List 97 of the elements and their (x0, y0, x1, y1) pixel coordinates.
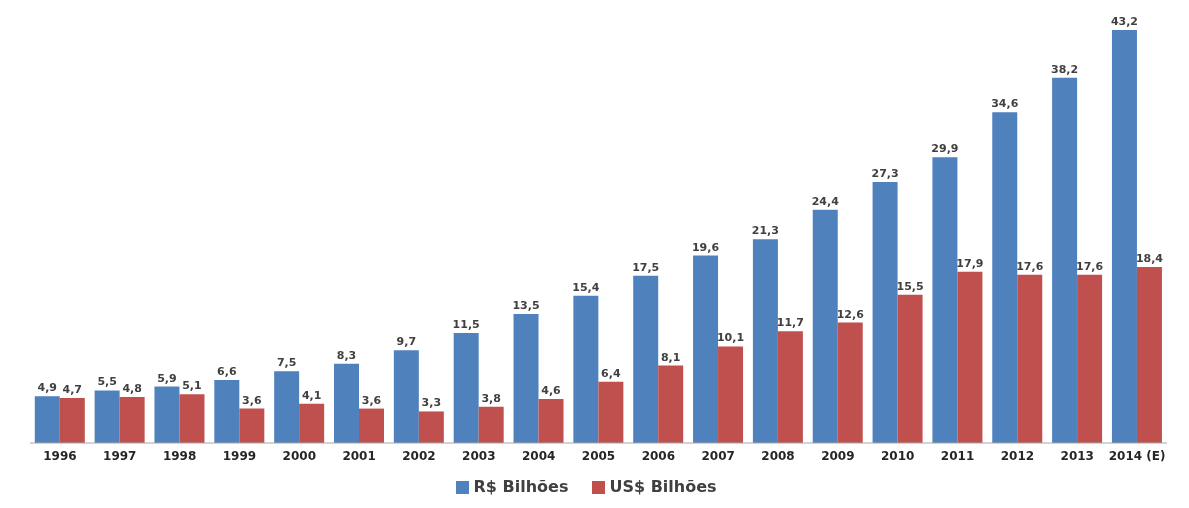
data-label: 10,1 (716, 331, 745, 345)
data-label: 4,1 (301, 388, 322, 402)
data-label: 15,5 (896, 279, 924, 293)
x-tick-label: 2008 (761, 448, 795, 463)
bar (478, 406, 504, 443)
data-label: 8,3 (336, 348, 357, 362)
bar (1017, 274, 1043, 443)
bar (94, 390, 120, 443)
bar (1052, 77, 1078, 443)
x-tick-label: 2004 (521, 448, 556, 463)
x-tick-label: 1996 (43, 448, 77, 463)
bar (693, 255, 719, 443)
bar (837, 322, 863, 443)
data-label: 6,6 (217, 364, 237, 378)
data-label: 19,6 (691, 240, 720, 254)
data-label: 5,5 (97, 375, 117, 389)
data-label: 29,9 (931, 142, 959, 156)
x-tick-label: 2002 (402, 448, 436, 463)
bar (393, 350, 419, 443)
x-tick-label: 2000 (282, 448, 316, 463)
data-label: 24,4 (811, 194, 840, 208)
data-label: 4,6 (541, 384, 562, 398)
x-tick-label: 2012 (1000, 448, 1035, 463)
data-label: 17,5 (632, 260, 660, 274)
x-tick-label: 2003 (462, 448, 496, 463)
data-label: 17,6 (1076, 259, 1104, 273)
bar (897, 294, 923, 443)
bar (359, 408, 384, 443)
data-label: 21,3 (751, 224, 779, 238)
x-tick-label: 1999 (222, 448, 257, 463)
bar (718, 346, 744, 443)
bar (957, 271, 983, 443)
bar (453, 333, 479, 443)
data-label: 3,3 (421, 396, 442, 410)
bar (119, 397, 145, 443)
bar (154, 386, 180, 443)
data-label: 5,9 (157, 371, 177, 385)
x-tick-label: 1997 (103, 448, 137, 463)
data-label: 17,6 (1016, 259, 1044, 273)
bar (59, 398, 85, 443)
legend-label: R$ Bilhões (473, 477, 569, 496)
bar (274, 371, 300, 443)
bar (34, 396, 60, 443)
bar (513, 313, 539, 443)
data-label: 13,5 (512, 298, 540, 312)
data-label: 4,7 (62, 383, 83, 397)
x-tick-label: 2001 (342, 448, 376, 463)
x-tick-label: 1998 (162, 448, 197, 463)
x-tick-label: 2014 (E) (1108, 448, 1166, 463)
data-label: 4,8 (122, 382, 142, 396)
x-tick-label: 2011 (940, 448, 975, 463)
data-label: 8,1 (660, 350, 681, 364)
data-label: 3,6 (361, 393, 382, 407)
x-tick-label: 2009 (821, 448, 855, 463)
bar (1077, 274, 1103, 443)
bar (752, 239, 778, 443)
data-label: 5,1 (182, 379, 202, 393)
bar (872, 182, 898, 443)
data-label: 27,3 (871, 167, 899, 181)
data-label: 3,8 (481, 391, 501, 405)
data-label: 9,7 (396, 335, 417, 349)
bar (1136, 267, 1162, 443)
x-tick-label: 2013 (1060, 448, 1094, 463)
data-label: 6,4 (601, 366, 621, 380)
bar (239, 408, 265, 443)
bar (598, 381, 624, 443)
bar (538, 399, 564, 443)
data-label: 34,6 (991, 97, 1019, 111)
x-tick-label: 2010 (881, 448, 915, 463)
x-tick-label: 2007 (701, 448, 735, 463)
bar (1111, 30, 1137, 443)
bar (334, 363, 359, 443)
data-label: 12,6 (836, 307, 865, 321)
bar (633, 275, 659, 443)
bar (214, 379, 240, 443)
data-label: 11,5 (452, 318, 480, 332)
data-label: 18,4 (1135, 252, 1164, 266)
bar (658, 365, 684, 443)
data-label: 7,5 (276, 356, 297, 370)
bar (777, 331, 803, 443)
data-label: 17,9 (956, 256, 984, 270)
data-label: 38,2 (1051, 62, 1079, 76)
x-tick-label: 2005 (581, 448, 616, 463)
bar (573, 295, 599, 443)
x-tick-label: 2006 (641, 448, 676, 463)
legend-label: US$ Bilhões (609, 477, 717, 496)
bar (992, 112, 1018, 443)
bar (299, 403, 325, 443)
data-label: 43,2 (1110, 15, 1139, 28)
bar (418, 411, 444, 443)
data-label: 11,7 (776, 316, 804, 330)
data-label: 3,6 (242, 393, 262, 407)
data-label: 15,4 (572, 280, 600, 294)
bar (812, 209, 838, 443)
bar (932, 157, 958, 443)
bar (179, 394, 205, 443)
data-label: 4,9 (37, 381, 58, 395)
